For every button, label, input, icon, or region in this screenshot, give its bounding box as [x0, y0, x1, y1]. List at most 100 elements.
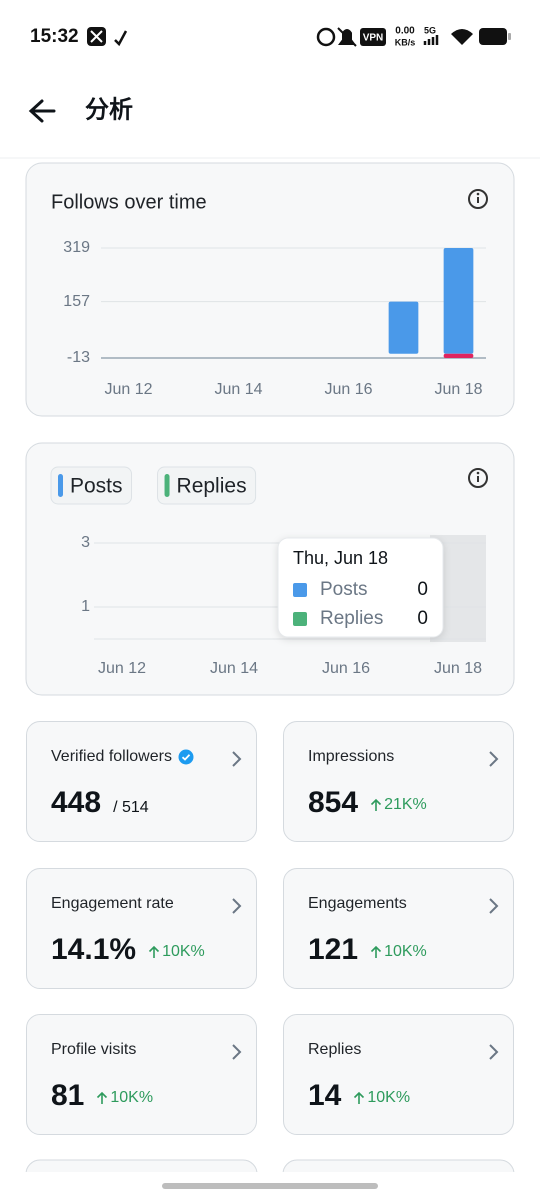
stat-row: 448 / 514 — [51, 786, 149, 820]
chevron — [489, 751, 499, 767]
up-arrow — [370, 945, 382, 958]
stat-row: 121 10K% — [308, 933, 427, 967]
stat-change: 21K% — [370, 796, 427, 814]
stat-change-text: 10K% — [162, 942, 205, 960]
stat-label-text: Verified followers — [51, 748, 172, 765]
stat-value: 14 — [308, 1079, 342, 1112]
stat-label: Profile visits — [51, 1041, 136, 1059]
chevron — [489, 897, 499, 914]
legend-swatch — [164, 474, 170, 497]
status-time: 15:32 — [30, 26, 79, 47]
stat-change: 10K% — [353, 1089, 410, 1107]
stat-row: 14 10K% — [308, 1079, 410, 1113]
mute-icon — [337, 27, 357, 47]
stat-label: Engagement rate — [51, 895, 174, 913]
x-tick-label: Jun 18 — [434, 381, 482, 398]
stat-value: 854 — [308, 786, 359, 819]
signal-icon — [423, 35, 439, 45]
x-tick-label: Jun 16 — [322, 660, 370, 677]
tooltip-label: Posts — [320, 579, 368, 600]
tooltip-value: 0 — [417, 579, 428, 600]
stat-row: 854 21K% — [308, 786, 427, 820]
stat-detail: / 514 — [113, 799, 149, 816]
legend-swatch — [58, 474, 63, 497]
chevron — [232, 751, 242, 767]
stat-label: Replies — [308, 1041, 361, 1059]
stat-change: 10K% — [96, 1089, 153, 1107]
chevron — [489, 1044, 499, 1060]
stat-value: 81 — [51, 1079, 85, 1112]
y-tick-label: 3 — [81, 534, 90, 551]
app-icon — [114, 30, 128, 47]
up-arrow — [97, 1091, 108, 1104]
stat-label-text: Engagement rate — [51, 894, 174, 912]
legend-item[interactable] — [157, 466, 257, 505]
verified-badge — [178, 749, 194, 765]
stat-change: 10K% — [370, 943, 427, 961]
tooltip-swatch — [293, 612, 307, 626]
battery-tip — [508, 33, 511, 40]
y-tick-label: 1 — [81, 598, 90, 615]
x-tick-label: Jun 12 — [104, 381, 152, 398]
stat-value: 121 — [308, 932, 359, 966]
bar — [388, 301, 419, 354]
page-title: 分析 — [85, 96, 133, 123]
y-tick-label: -13 — [67, 349, 90, 366]
bar — [443, 353, 474, 358]
info-icon[interactable] — [468, 468, 488, 488]
back-button[interactable] — [28, 99, 56, 123]
y-tick-label: 157 — [63, 293, 90, 310]
stat-change-text: 10K% — [384, 942, 427, 960]
chart-title: Follows over time — [51, 191, 207, 213]
stat-label: Impressions — [308, 748, 394, 766]
stat-card[interactable]: Replies 14 10K% — [283, 1014, 514, 1135]
info-icon[interactable] — [468, 189, 488, 209]
vpn-badge — [360, 28, 386, 46]
x-tick-label: Jun 12 — [98, 660, 146, 677]
stat-value: 448 — [51, 786, 102, 819]
x-tick-label: Jun 14 — [210, 660, 258, 677]
legend-item[interactable] — [50, 466, 133, 505]
stat-label: Engagements — [308, 895, 407, 913]
stat-change-text: 10K% — [110, 1089, 154, 1106]
stat-value: 14.1% — [51, 932, 137, 966]
stat-label: Verified followers — [51, 748, 194, 766]
stat-label-text: Replies — [308, 1041, 362, 1058]
x-tick-label: Jun 14 — [214, 381, 262, 398]
network-type: 5G — [424, 25, 436, 35]
stat-change: 10K% — [148, 943, 205, 961]
stat-card[interactable]: Verified followers 448 / 514 — [26, 721, 257, 842]
vpn-text: VPN — [363, 33, 384, 44]
net-speed-unit: KB/s — [395, 37, 416, 47]
stat-card[interactable]: Engagements 121 10K% — [283, 867, 514, 989]
stat-card[interactable]: Engagement rate 14.1% 10K% — [26, 867, 257, 989]
net-speed: 0.00 — [395, 26, 415, 37]
stat-card[interactable]: Profile visits 81 10K% — [26, 1014, 257, 1135]
legend-label: Posts — [70, 475, 123, 498]
x-icon-mark — [90, 30, 103, 43]
chevron — [232, 897, 242, 914]
up-arrow — [370, 798, 382, 811]
wifi-icon — [451, 29, 473, 45]
tooltip-value: 0 — [417, 608, 428, 629]
bar — [443, 248, 474, 354]
x-tick-label: Jun 16 — [324, 381, 372, 398]
stat-label-text: Impressions — [308, 748, 395, 765]
chevron — [232, 1044, 242, 1060]
tooltip-title: Thu, Jun 18 — [293, 548, 388, 568]
stat-label-text: Engagements — [308, 894, 407, 912]
tooltip-swatch — [293, 583, 307, 597]
stat-change-text: 21K% — [384, 796, 427, 813]
stat-label-text: Profile visits — [51, 1041, 137, 1058]
stat-row: 14.1% 10K% — [51, 933, 205, 967]
stat-change-text: 10K% — [367, 1089, 411, 1106]
home-indicator — [162, 1183, 378, 1189]
stat-card[interactable]: Impressions 854 21K% — [283, 721, 514, 842]
y-tick-label: 319 — [63, 239, 90, 256]
alarm-icon — [316, 27, 336, 47]
x-tick-label: Jun 18 — [434, 660, 482, 677]
up-arrow — [354, 1091, 365, 1104]
up-arrow — [149, 945, 160, 958]
